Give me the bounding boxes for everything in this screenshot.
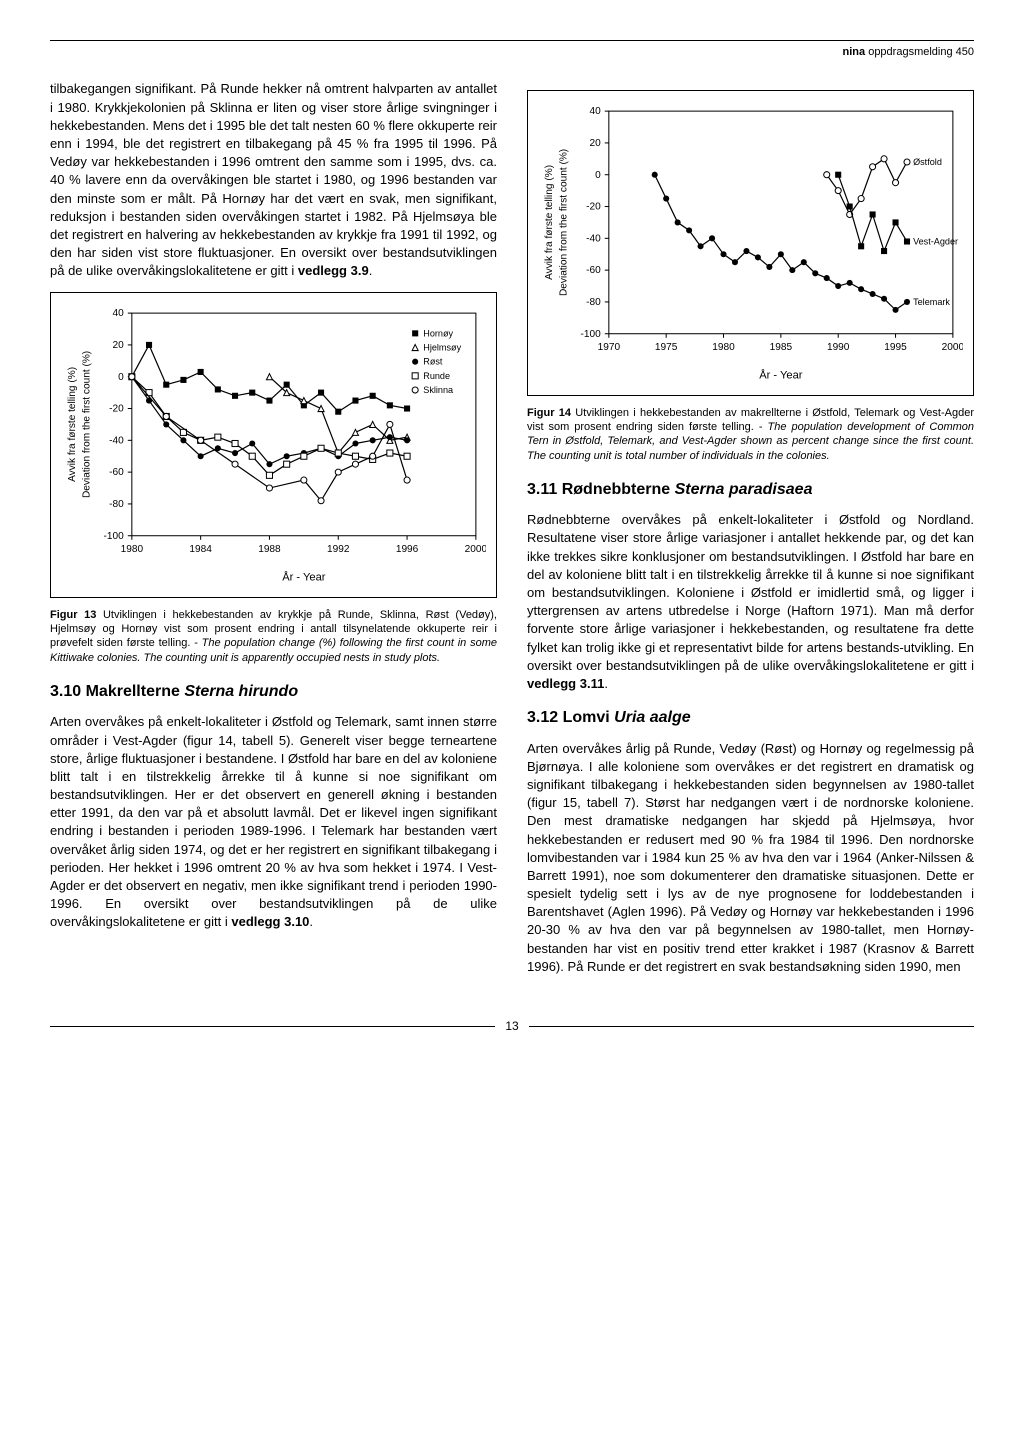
svg-text:Telemark: Telemark — [913, 297, 950, 307]
svg-text:2000: 2000 — [465, 544, 486, 555]
svg-text:Avvik fra første telling (%): Avvik fra første telling (%) — [544, 165, 555, 280]
svg-text:År - Year: År - Year — [759, 369, 803, 382]
svg-text:0: 0 — [595, 170, 601, 181]
svg-text:Røst: Røst — [423, 357, 443, 367]
header-bold: nina — [843, 46, 866, 58]
svg-text:1996: 1996 — [396, 544, 419, 555]
svg-text:20: 20 — [112, 340, 124, 351]
svg-text:1985: 1985 — [770, 342, 793, 353]
heading-3-11: 3.11 Rødnebbterne Sterna paradisaea — [527, 479, 974, 501]
svg-text:Avvik fra første telling (%): Avvik fra første telling (%) — [67, 367, 78, 482]
svg-text:-60: -60 — [586, 266, 601, 277]
figure-14-chart: -100 -80 -60 -40 -20 0 20 40 1970 1975 1980 1985 199… — [527, 90, 974, 395]
footer: 13 — [50, 1018, 974, 1035]
svg-text:-80: -80 — [109, 499, 124, 510]
chart13-svg: -100 -80 -60 -40 -20 0 20 40 1980 1984 1988 1992 199… — [61, 303, 486, 586]
footer-rule-right — [529, 1026, 974, 1027]
svg-text:Deviation from the first count: Deviation from the first count (%) — [81, 351, 92, 498]
svg-text:1988: 1988 — [258, 544, 281, 555]
figure-14-caption: Figur 14 Utviklingen i hekkebestanden av… — [527, 406, 974, 463]
figure-13-chart: -100 -80 -60 -40 -20 0 20 40 1980 1984 1988 1992 199… — [50, 292, 497, 597]
svg-text:Østfold: Østfold — [913, 157, 942, 167]
svg-text:År - Year: År - Year — [282, 571, 326, 584]
svg-text:1970: 1970 — [598, 342, 621, 353]
svg-text:Runde: Runde — [423, 371, 450, 381]
svg-text:-80: -80 — [586, 297, 601, 308]
svg-text:1980: 1980 — [121, 544, 144, 555]
svg-text:Hornøy: Hornøy — [423, 329, 453, 339]
svg-text:-60: -60 — [109, 468, 124, 479]
header-rule — [50, 40, 974, 41]
para-3-12: Arten overvåkes årlig på Runde, Vedøy (R… — [527, 740, 974, 976]
svg-text:1995: 1995 — [884, 342, 907, 353]
svg-text:0: 0 — [118, 372, 124, 383]
svg-text:-100: -100 — [104, 531, 125, 542]
right-column: -100 -80 -60 -40 -20 0 20 40 1970 1975 1980 1985 199… — [527, 80, 974, 988]
para-3-11: Rødnebbterne overvåkes på enkelt-lokalit… — [527, 511, 974, 693]
left-column: tilbakegangen signifikant. På Runde hekk… — [50, 80, 497, 988]
page-number: 13 — [505, 1018, 518, 1035]
footer-rule-left — [50, 1026, 495, 1027]
header-text: nina oppdragsmelding 450 — [50, 45, 974, 60]
heading-3-12: 3.12 Lomvi Uria aalge — [527, 707, 974, 729]
svg-text:1984: 1984 — [189, 544, 212, 555]
figure-13-caption: Figur 13 Utviklingen i hekkebestanden av… — [50, 608, 497, 665]
svg-text:2000: 2000 — [942, 342, 963, 353]
svg-text:Hjelmsøy: Hjelmsøy — [423, 343, 461, 353]
para-3-10: Arten overvåkes på enkelt-lokaliteter i … — [50, 713, 497, 931]
svg-text:-20: -20 — [586, 202, 601, 213]
svg-text:-20: -20 — [109, 404, 124, 415]
svg-text:40: 40 — [112, 309, 124, 320]
svg-text:1975: 1975 — [655, 342, 678, 353]
svg-text:1992: 1992 — [327, 544, 350, 555]
svg-text:40: 40 — [589, 107, 601, 118]
svg-text:Vest-Agder: Vest-Agder — [913, 237, 958, 247]
svg-text:Deviation from the first count: Deviation from the first count (%) — [558, 149, 569, 296]
para-intro: tilbakegangen signifikant. På Runde hekk… — [50, 80, 497, 280]
svg-text:-100: -100 — [581, 329, 602, 340]
chart14-svg: -100 -80 -60 -40 -20 0 20 40 1970 1975 1980 1985 199… — [538, 101, 963, 384]
svg-text:20: 20 — [589, 138, 601, 149]
svg-text:-40: -40 — [586, 234, 601, 245]
svg-text:1980: 1980 — [712, 342, 735, 353]
svg-text:-40: -40 — [109, 436, 124, 447]
svg-text:Sklinna: Sklinna — [423, 386, 454, 396]
svg-text:1990: 1990 — [827, 342, 850, 353]
heading-3-10: 3.10 Makrellterne Sterna hirundo — [50, 681, 497, 703]
